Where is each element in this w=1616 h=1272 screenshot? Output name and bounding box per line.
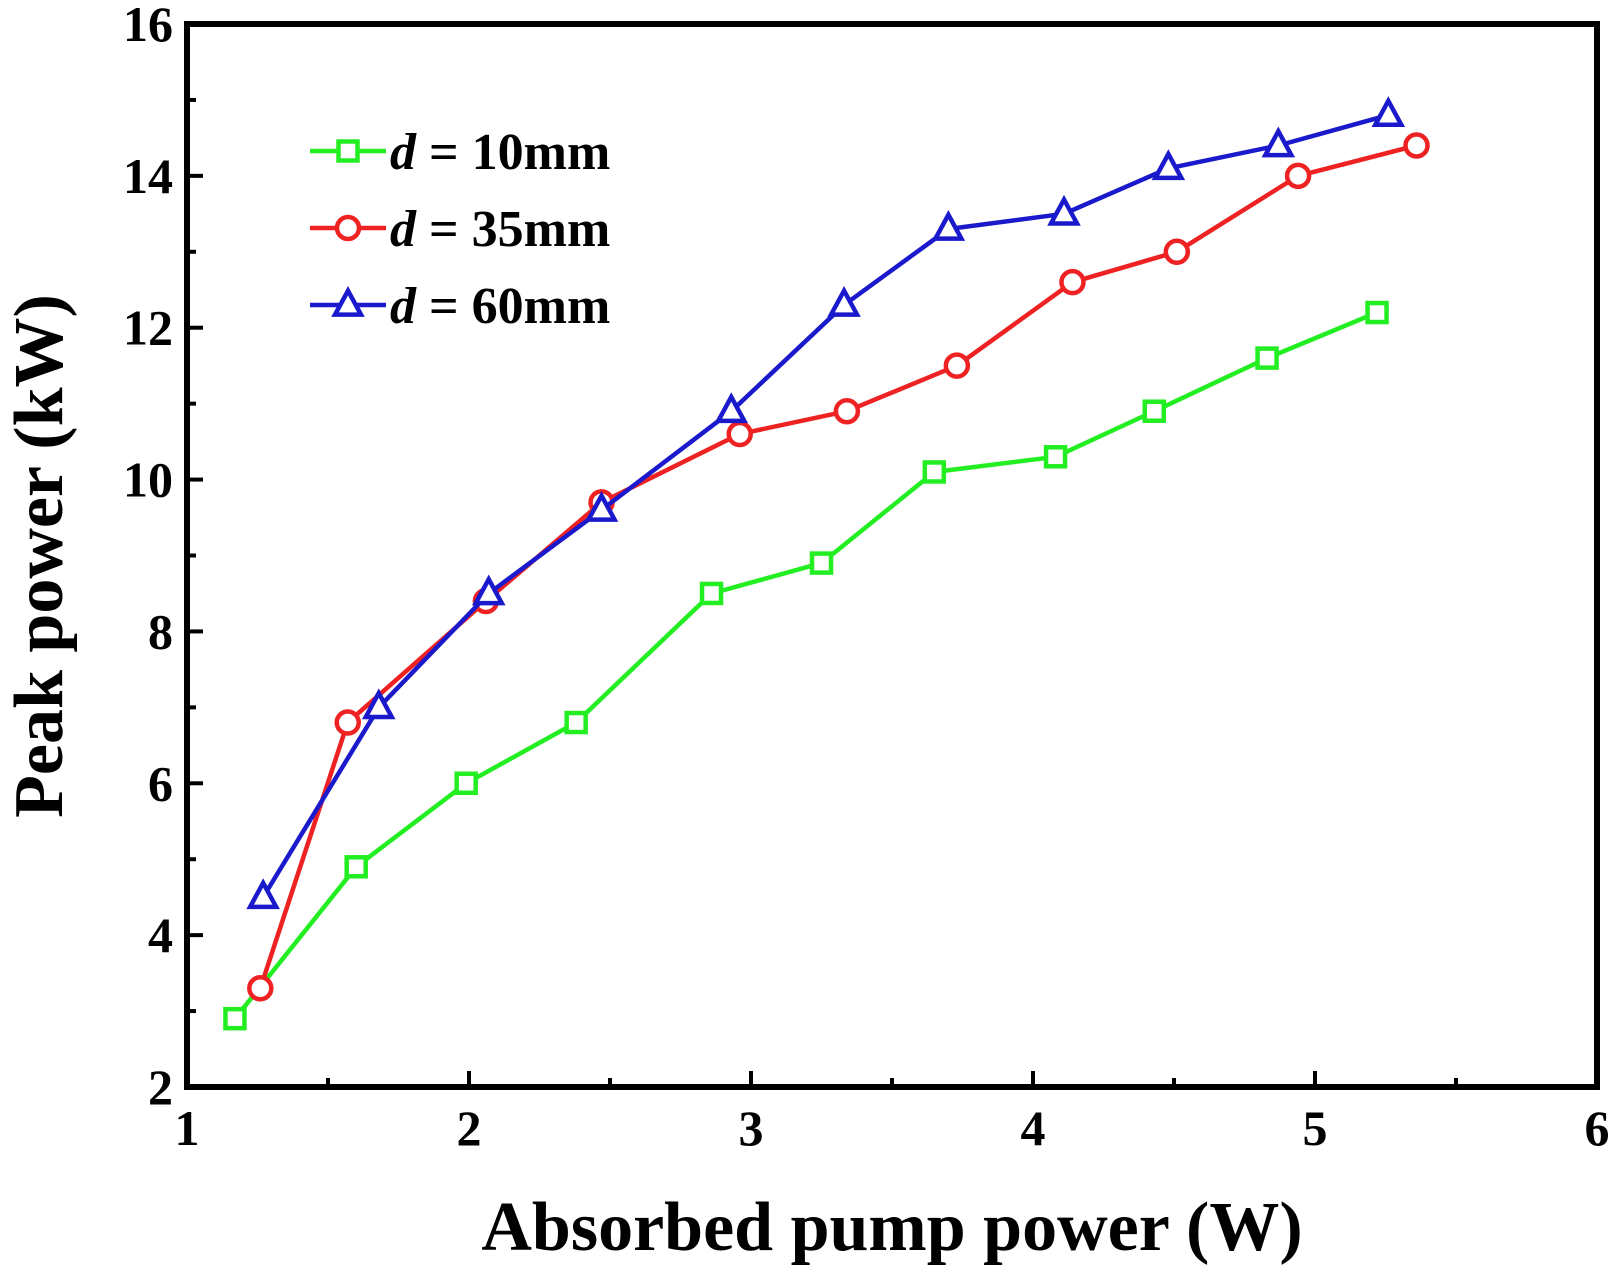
- series-0-point-2: [454, 771, 478, 796]
- legend-swatch-marker-1: [334, 214, 362, 242]
- series-2-point-3: [584, 490, 619, 522]
- legend-label-1: d = 35mm: [390, 201, 610, 258]
- legend-label-var-2: d: [390, 278, 417, 335]
- legend-item-2: d = 60mm: [310, 278, 610, 335]
- series-layer: [223, 96, 1430, 1031]
- x-tick-label-3: 4: [1021, 1100, 1046, 1156]
- series-2-point-7: [1047, 194, 1081, 226]
- series-0-point-5: [809, 551, 834, 575]
- series-1-line: [258, 143, 1418, 990]
- y-axis-title: Peak power (kW): [1, 294, 78, 818]
- y-tick-label-1: 4: [148, 907, 173, 963]
- legend-label-0: d = 10mm: [390, 124, 610, 181]
- x-tick-label-0: 1: [175, 1100, 200, 1156]
- x-axis-title: Absorbed pump power (W): [481, 1189, 1302, 1266]
- series-0: [223, 300, 1389, 1031]
- series-2-point-2: [471, 574, 506, 606]
- legend-label-var-1: d: [390, 201, 417, 258]
- x-tick-label-1: 2: [457, 1100, 482, 1156]
- series-1-point-8: [1163, 238, 1191, 266]
- y-tick-label-0: 2: [148, 1059, 173, 1115]
- series-1-point-0: [247, 975, 274, 1002]
- series-2-point-0: [246, 878, 280, 910]
- series-0-point-3: [564, 710, 588, 735]
- series-2-point-6: [931, 210, 966, 241]
- y-tick-label-7: 16: [123, 0, 173, 52]
- y-tick-label-4: 10: [123, 452, 173, 508]
- legend-label-var-0: d: [390, 124, 417, 181]
- y-tick-label-3: 8: [148, 603, 173, 659]
- x-tick-label-4: 5: [1303, 1100, 1328, 1156]
- plot-frame: [184, 21, 1600, 1090]
- y-tick-label-5: 12: [123, 300, 173, 356]
- series-1-point-7: [1059, 268, 1086, 296]
- series-1-point-4: [726, 420, 753, 448]
- series-2-point-9: [1261, 126, 1296, 158]
- series-2-point-4: [714, 392, 749, 424]
- series-1-point-5: [833, 397, 861, 425]
- series-1-point-1: [334, 709, 361, 736]
- series-0-point-9: [1255, 346, 1279, 370]
- series-2-point-5: [827, 285, 861, 317]
- series-0-point-0: [223, 1006, 247, 1031]
- series-0-point-8: [1142, 399, 1167, 423]
- legend-label-rest-2: = 60mm: [416, 278, 610, 335]
- x-tick-label-2: 3: [739, 1100, 764, 1156]
- legend-label-rest-1: = 35mm: [416, 201, 610, 258]
- legend-swatch-marker-0: [336, 139, 360, 163]
- series-2-point-10: [1371, 96, 1406, 128]
- series-0-point-7: [1043, 445, 1068, 469]
- series-0-point-6: [922, 460, 947, 484]
- y-tick-label-6: 14: [123, 148, 173, 204]
- series-1-point-6: [943, 352, 971, 379]
- legend-item-0: d = 10mm: [310, 124, 610, 181]
- x-tick-label-5: 6: [1585, 1100, 1610, 1156]
- legend-item-1: d = 35mm: [310, 201, 610, 258]
- series-0-point-1: [344, 855, 368, 879]
- series-0-point-10: [1365, 300, 1389, 325]
- series-0-point-4: [699, 581, 724, 606]
- series-2-point-8: [1151, 149, 1186, 181]
- series-2: [246, 96, 1406, 910]
- series-1-point-9: [1284, 162, 1312, 190]
- series-2-point-1: [361, 688, 396, 720]
- series-1-point-10: [1403, 132, 1430, 159]
- y-tick-label-2: 6: [148, 755, 173, 811]
- legend-label-rest-0: = 10mm: [416, 124, 610, 181]
- legend-swatch-marker-2: [331, 286, 365, 317]
- legend-label-2: d = 60mm: [390, 278, 610, 335]
- series-1: [247, 132, 1430, 1002]
